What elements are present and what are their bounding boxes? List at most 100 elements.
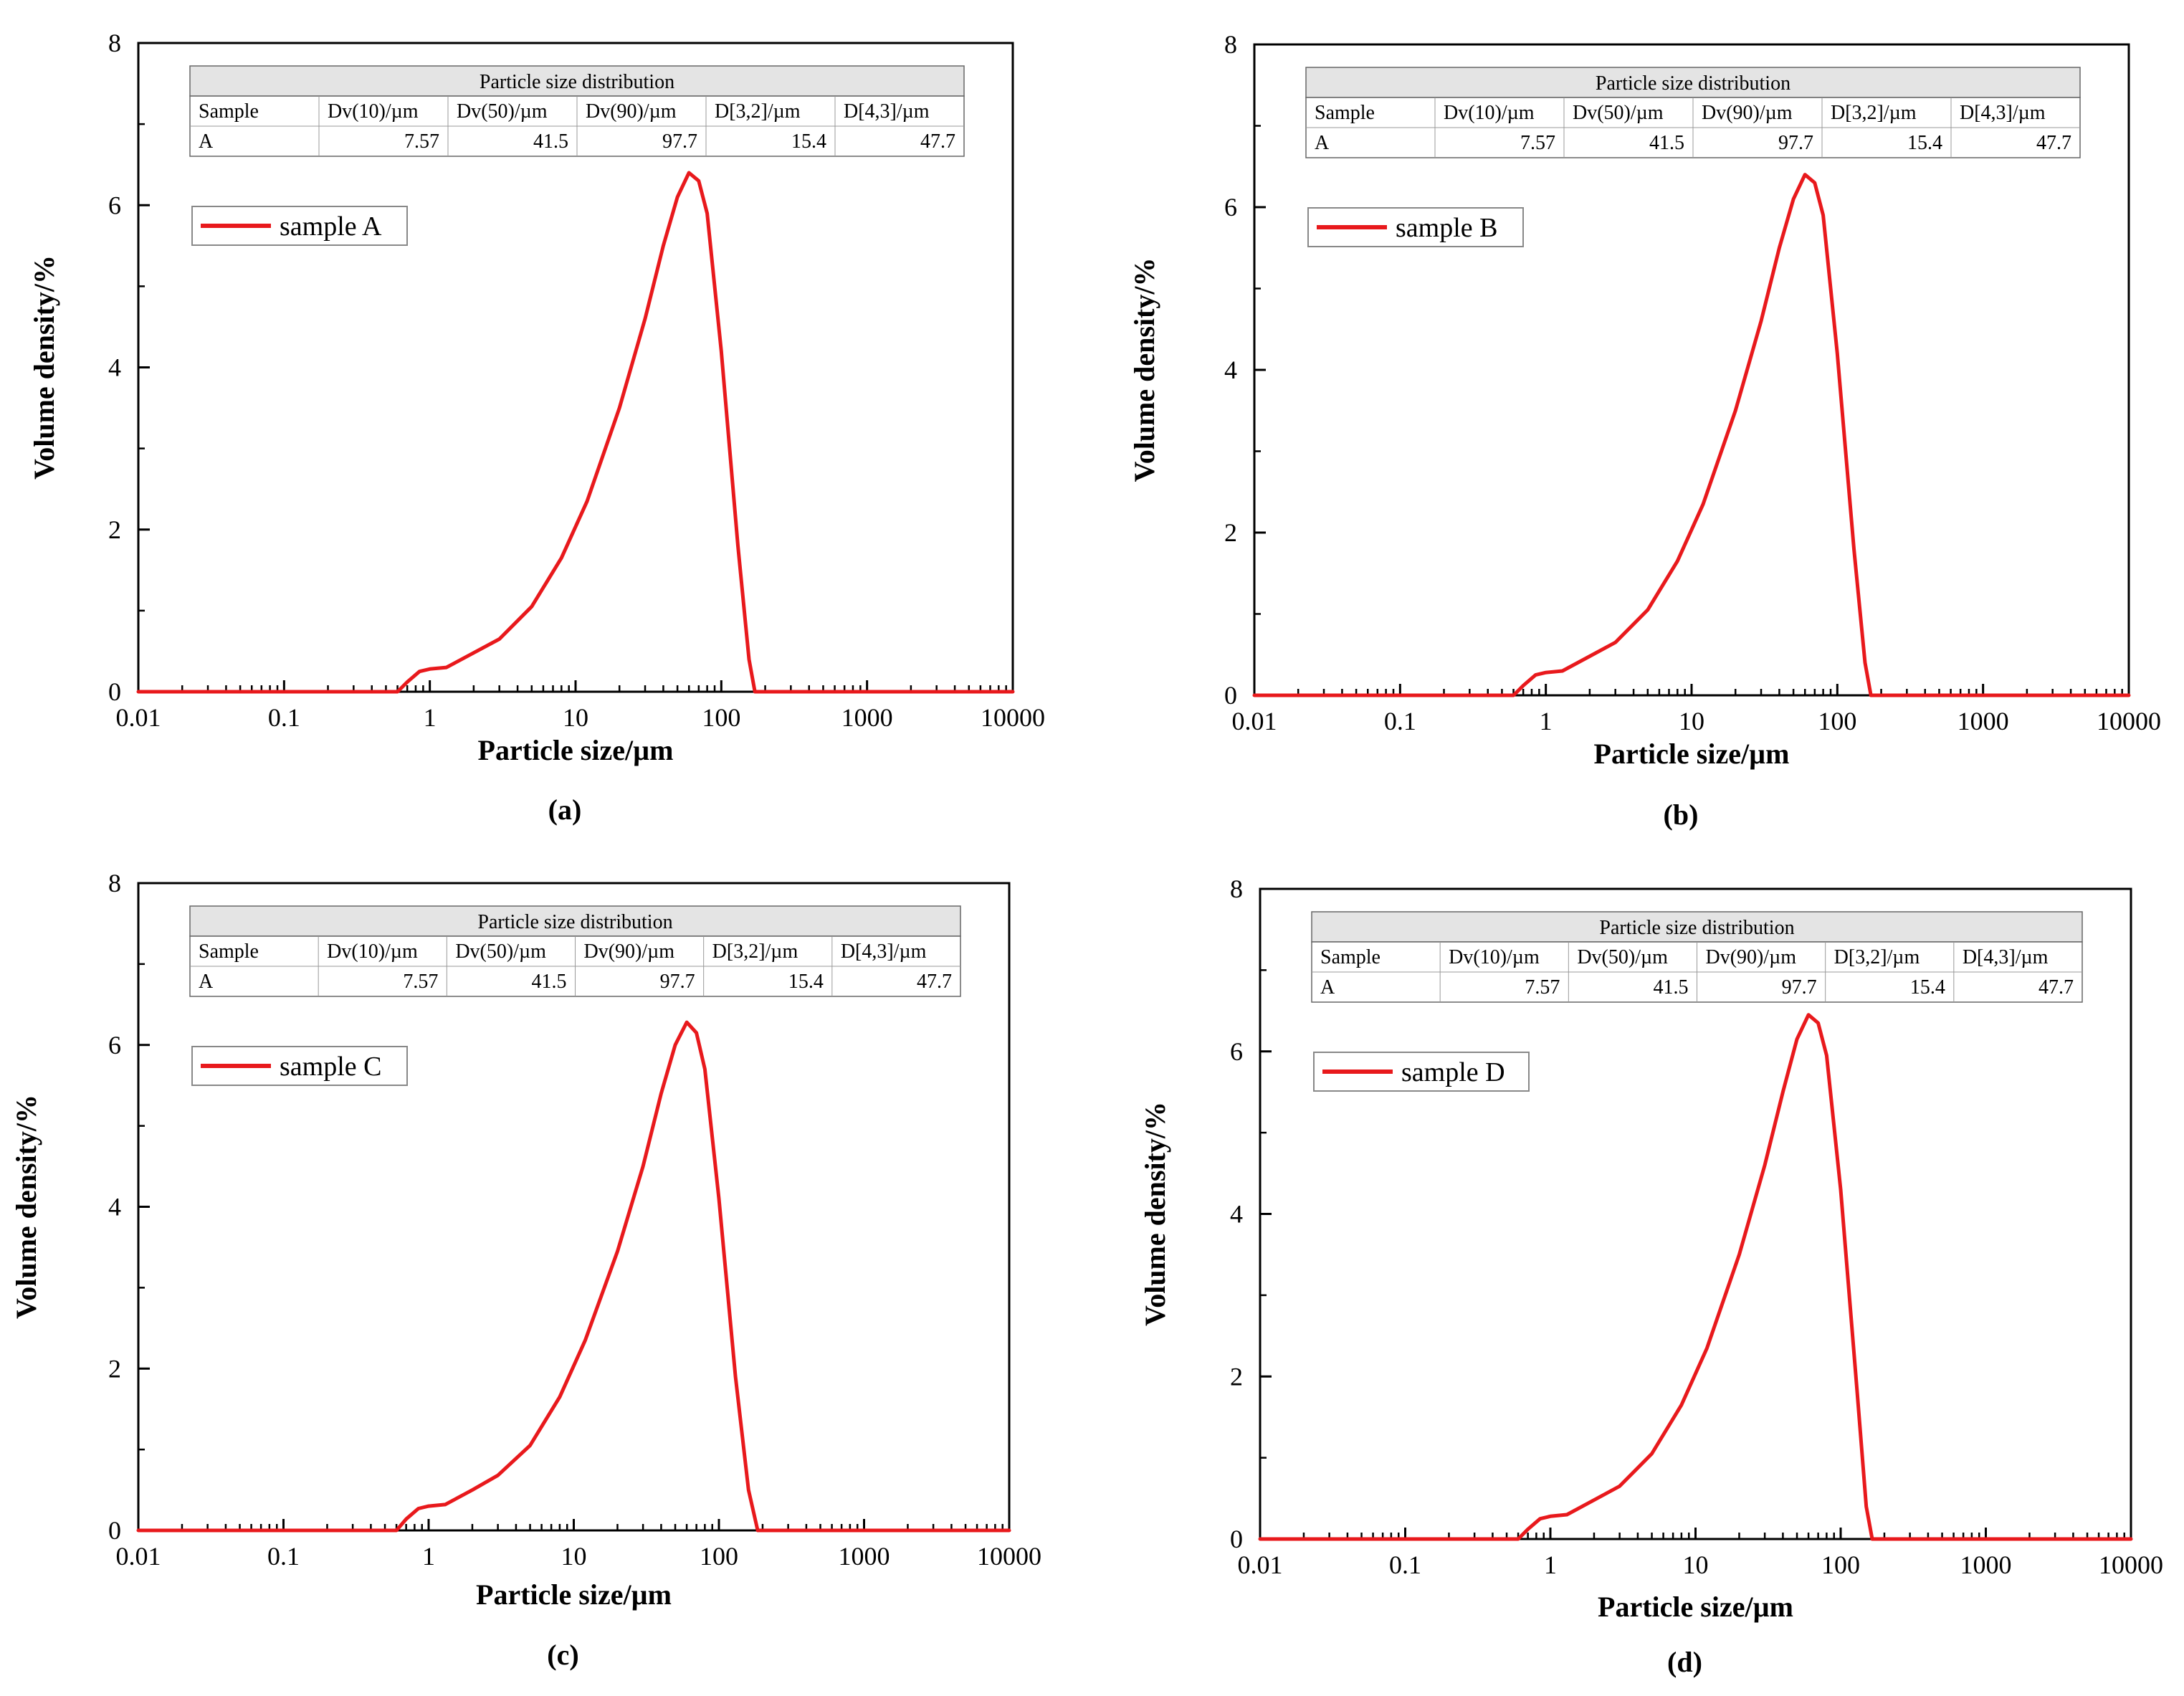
table-value-cell: 97.7: [1782, 976, 1817, 999]
table-header-cell: D[3,2]/µm: [715, 100, 801, 123]
x-tick-label: 100: [702, 703, 740, 732]
y-tick-label: 4: [1224, 356, 1237, 384]
x-axis-title: Particle size/µm: [476, 1578, 672, 1611]
table-header-cell: Dv(50)/µm: [457, 100, 548, 123]
table-value-cell: 7.57: [1525, 976, 1560, 999]
table-title-row: [189, 65, 965, 97]
table-header-cell: Dv(50)/µm: [1573, 102, 1664, 124]
table-header-cell: Dv(90)/µm: [584, 940, 675, 963]
table-header-cell: D[4,3]/µm: [841, 940, 927, 963]
legend-box: [191, 206, 408, 246]
y-tick-label: 4: [108, 1193, 121, 1221]
y-tick-label: 6: [1224, 193, 1237, 221]
y-tick-label: 2: [108, 515, 121, 544]
x-tick-label: 0.01: [1238, 1550, 1283, 1579]
table-value-cell: A: [199, 130, 214, 153]
legend-label: sample B: [1396, 213, 1497, 243]
table-header-cell: D[3,2]/µm: [1831, 102, 1917, 124]
y-axis-title: Volume density/%: [1128, 257, 1160, 482]
table-value-cell: A: [199, 971, 214, 993]
panel-label: (d): [1667, 1646, 1702, 1678]
x-axis-title: Particle size/µm: [1594, 738, 1790, 770]
y-tick-label: 2: [1224, 518, 1237, 547]
legend-label: sample D: [1401, 1057, 1505, 1087]
table-value-cell: 41.5: [1649, 132, 1684, 154]
chart-panel-a: 0.01 0.1 1 10 100 1000 10000 0 2 4 6 8 Particle size…: [28, 29, 1045, 826]
y-tick-label: 0: [108, 677, 121, 706]
x-tick-label: 10000: [2097, 707, 2161, 735]
table-value-cell: 15.4: [1907, 132, 1942, 154]
y-tick-label: 6: [1230, 1037, 1243, 1066]
table-title: Particle size distribution: [480, 71, 674, 93]
x-tick-label: 0.1: [1389, 1550, 1421, 1579]
table-title: Particle size distribution: [1596, 72, 1790, 95]
y-axis-title: Volume density/%: [1139, 1102, 1171, 1326]
table-value-cell: A: [1320, 976, 1335, 999]
table-title: Particle size distribution: [477, 911, 672, 933]
psd-table: Particle size distribution Sample Dv(10)/µ…: [1311, 911, 2083, 1003]
x-tick-label: 100: [700, 1542, 738, 1571]
table-header-cell: Dv(90)/µm: [1706, 946, 1797, 968]
series-line-sample-a: [136, 171, 1015, 694]
legend: sample D: [1313, 1052, 1530, 1092]
table-header-cell: Dv(10)/µm: [1449, 946, 1540, 968]
table-value-cell: 7.57: [1520, 132, 1555, 154]
y-axis-title: Volume density/%: [28, 255, 60, 480]
x-tick-label: 10000: [981, 703, 1045, 732]
x-tick-label: 1000: [841, 703, 893, 732]
x-tick-label: 1000: [839, 1542, 890, 1571]
legend-label: sample A: [280, 211, 382, 242]
x-tick-label: 10: [1683, 1550, 1709, 1579]
x-tick-label: 10000: [2099, 1550, 2163, 1579]
table-title: Particle size distribution: [1599, 917, 1794, 939]
y-tick-label: 0: [1230, 1525, 1243, 1553]
table-header-cell: Sample: [1320, 946, 1381, 968]
table-header-cell: Dv(10)/µm: [1444, 102, 1535, 124]
x-tick-label: 0.1: [267, 1542, 300, 1571]
x-tick-label: 1000: [1958, 707, 2009, 735]
panel-label: (a): [548, 794, 582, 826]
y-tick-label: 6: [108, 191, 121, 219]
psd-table: Particle size distribution Sample Dv(10)/µ…: [189, 65, 965, 157]
x-tick-label: 1: [424, 703, 437, 732]
table-header-cell: Sample: [199, 100, 259, 123]
table-header-cell: Dv(50)/µm: [1577, 946, 1668, 968]
x-tick-label: 0.1: [268, 703, 300, 732]
table-header-cell: Dv(50)/µm: [455, 940, 546, 963]
table-header-cell: D[4,3]/µm: [844, 100, 930, 123]
x-tick-label: 10: [563, 703, 588, 732]
x-tick-label: 0.1: [1384, 707, 1416, 735]
x-axis-title: Particle size/µm: [478, 734, 674, 766]
table-header-cell: Dv(10)/µm: [328, 100, 419, 123]
y-tick-label: 8: [1230, 875, 1243, 903]
series-line-sample-d: [1258, 1013, 2133, 1541]
y-tick-label: 4: [108, 353, 121, 382]
table-value-cell: 47.7: [2038, 976, 2074, 999]
y-axis-title: Volume density/%: [10, 1095, 42, 1319]
x-tick-label: 100: [1821, 1550, 1860, 1579]
table-header-cell: Sample: [199, 940, 259, 963]
y-tick-label: 8: [108, 29, 121, 57]
legend: sample A: [191, 206, 408, 246]
y-tick-label: 2: [1230, 1362, 1243, 1391]
table-value-cell: 97.7: [660, 971, 695, 993]
table-value-cell: 41.5: [532, 971, 567, 993]
y-tick-label: 4: [1230, 1200, 1243, 1229]
x-tick-label: 10: [561, 1542, 587, 1571]
table-header-cell: D[3,2]/µm: [1834, 946, 1920, 968]
table-value-cell: 47.7: [920, 130, 955, 153]
table-value-cell: 97.7: [1778, 132, 1813, 154]
chart-panel-b: 0.01 0.1 1 10 100 1000 10000 0 2 4 6 8 Particle size…: [1128, 30, 2161, 831]
table-header-cell: D[3,2]/µm: [712, 940, 798, 963]
table-value-cell: 97.7: [662, 130, 697, 153]
table-value-cell: 15.4: [788, 971, 824, 993]
table-value-cell: 47.7: [2036, 132, 2071, 154]
panel-label: (c): [547, 1639, 578, 1671]
psd-table: Particle size distribution Sample Dv(10)/µ…: [1305, 67, 2081, 158]
x-axis-title: Particle size/µm: [1598, 1591, 1793, 1623]
x-tick-label: 1: [1540, 707, 1553, 735]
legend: sample B: [1307, 207, 1524, 247]
legend: sample C: [191, 1046, 408, 1086]
series-line-sample-c: [136, 1020, 1011, 1533]
